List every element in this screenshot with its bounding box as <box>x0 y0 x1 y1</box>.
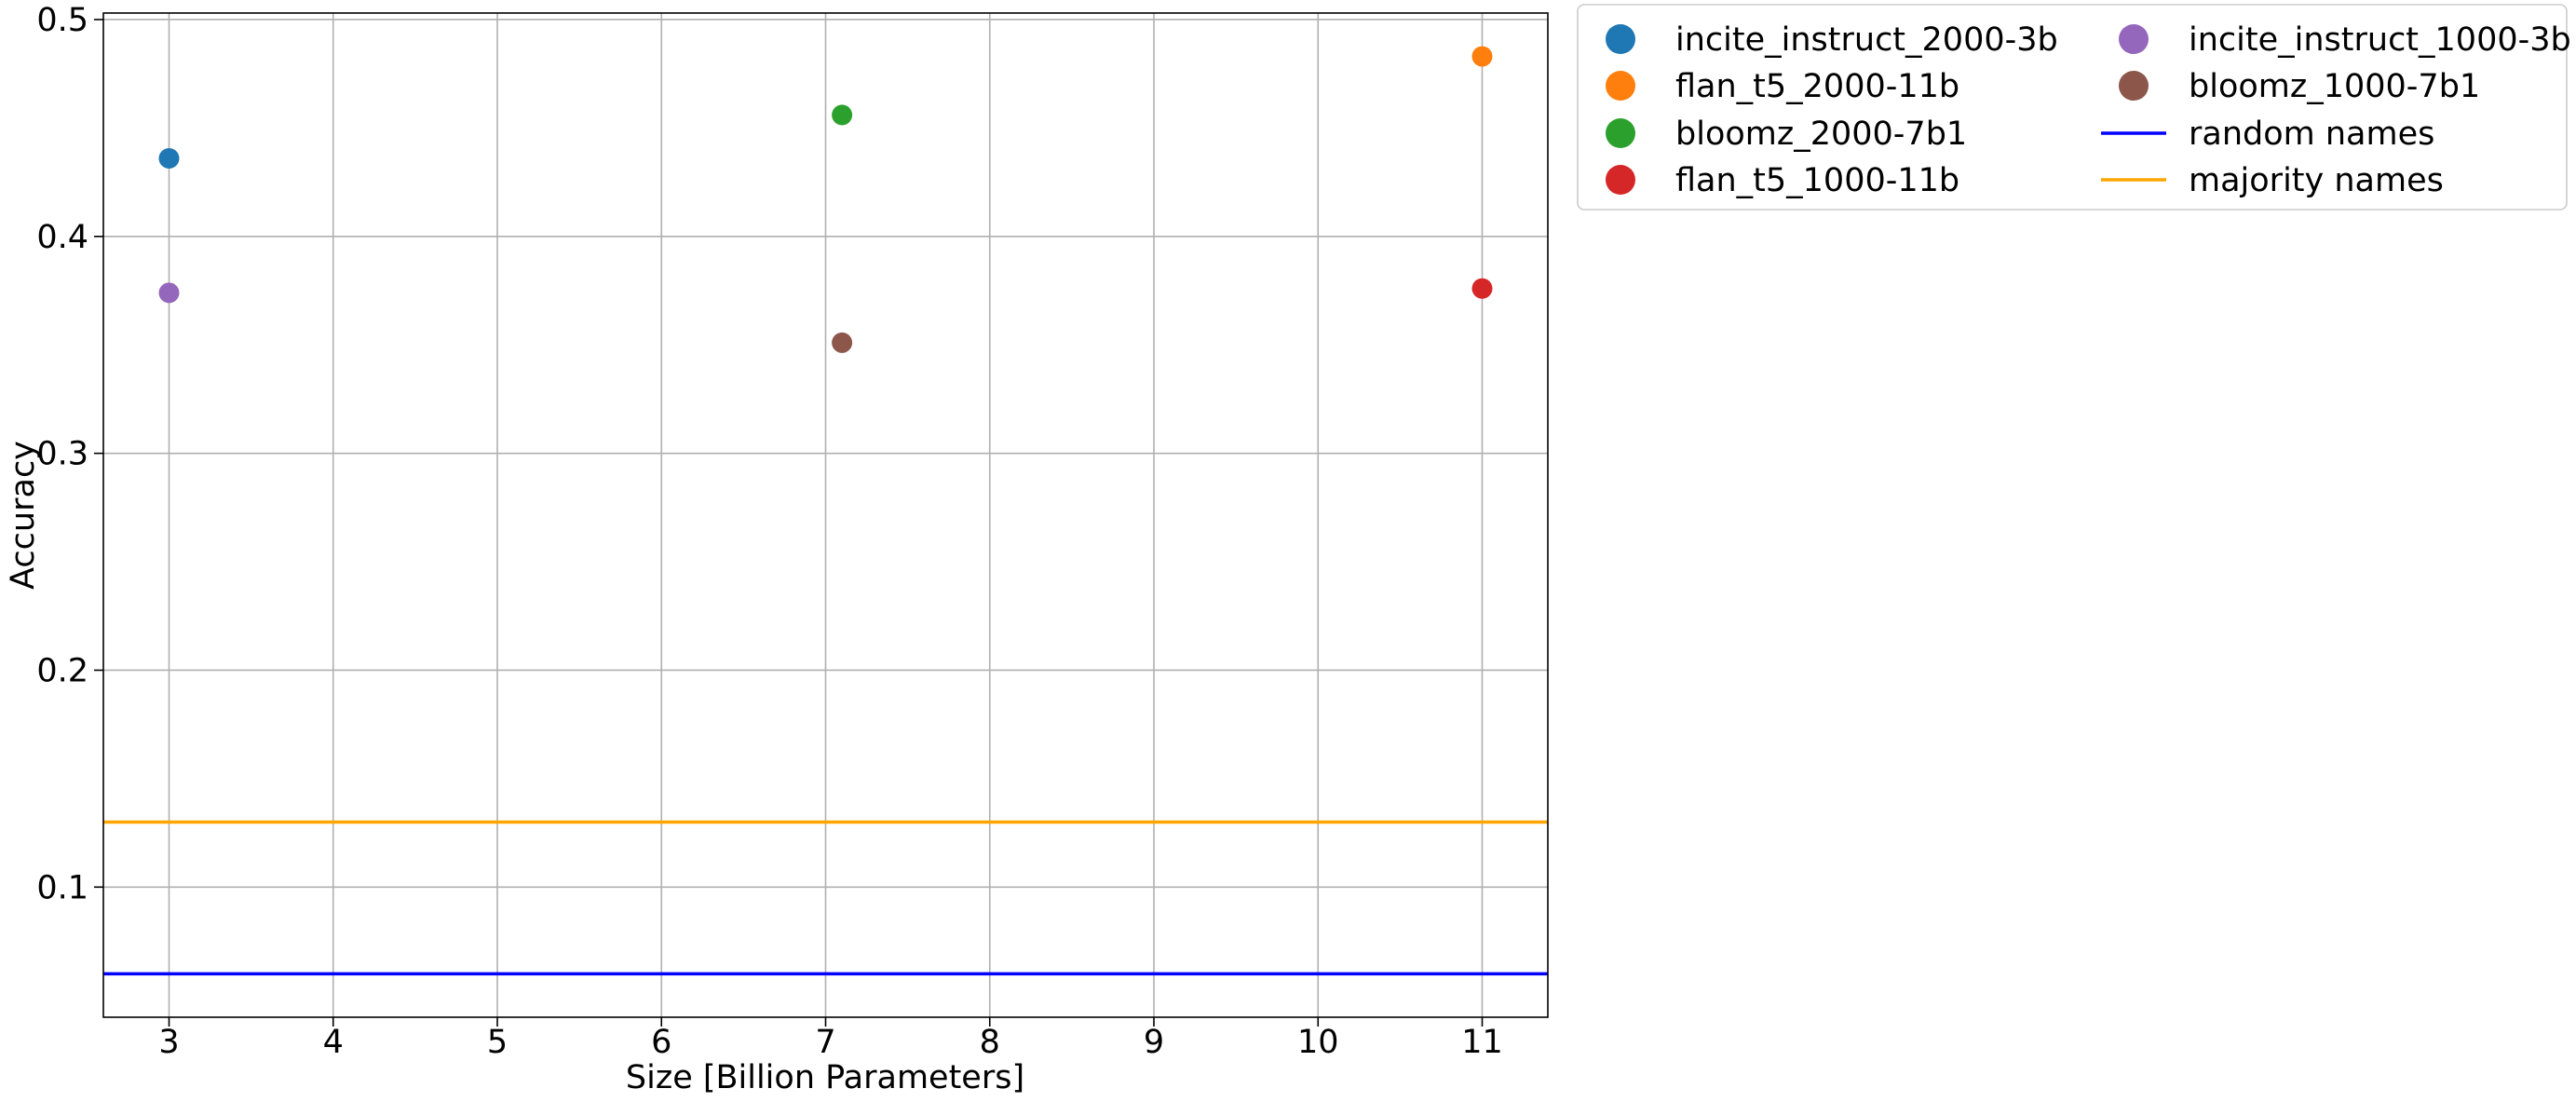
x-tick-label: 5 <box>487 1024 508 1061</box>
x-tick-label: 4 <box>323 1024 344 1061</box>
grid-lines <box>103 13 1548 1017</box>
legend-marker <box>1606 71 1635 101</box>
data-points <box>158 46 1493 353</box>
legend-frame <box>1577 4 2568 211</box>
y-tick-label: 0.4 <box>36 219 88 256</box>
x-tick-label: 10 <box>1297 1024 1339 1061</box>
x-tick-label: 3 <box>158 1024 179 1061</box>
legend-label: bloomz_2000-7b1 <box>1675 116 1967 153</box>
x-tick-label: 8 <box>980 1024 1000 1061</box>
legend-label: incite_instruct_1000-3b <box>2189 21 2571 59</box>
y-axis-ticks: 0.1 0.2 0.3 0.4 0.5 <box>36 2 103 906</box>
point-incite_instruct_1000-3b <box>158 282 180 304</box>
point-incite_instruct_2000-3b <box>158 147 180 169</box>
legend-marker <box>2119 24 2149 54</box>
legend-label: incite_instruct_2000-3b <box>1675 21 2058 59</box>
x-tick-label: 9 <box>1144 1024 1164 1061</box>
reference-lines <box>103 820 1548 976</box>
legend-items: incite_instruct_2000-3bflan_t5_2000-11bb… <box>1606 21 2571 199</box>
y-tick-label: 0.2 <box>36 652 88 689</box>
x-axis-label: Size [Billion Parameters] <box>626 1059 1024 1096</box>
legend-label: bloomz_1000-7b1 <box>2189 68 2480 105</box>
legend-label: flan_t5_1000-11b <box>1675 162 1959 199</box>
legend-label: majority names <box>2189 162 2444 199</box>
y-tick-label: 0.5 <box>36 2 88 39</box>
legend-label: flan_t5_2000-11b <box>1675 68 1959 105</box>
legend-marker <box>1606 118 1635 148</box>
legend-label: random names <box>2189 116 2434 153</box>
x-tick-label: 7 <box>815 1024 835 1061</box>
legend-marker <box>1606 24 1635 54</box>
y-axis-label: Accuracy <box>5 441 42 590</box>
point-bloomz_2000-7b1 <box>832 104 853 126</box>
x-tick-label: 6 <box>651 1024 671 1061</box>
legend-marker <box>1606 165 1635 195</box>
x-axis-ticks: 3 4 5 6 7 8 9 10 11 <box>158 1017 1503 1061</box>
point-flan_t5_2000-11b <box>1471 46 1493 67</box>
y-tick-label: 0.1 <box>36 869 88 906</box>
point-bloomz_1000-7b1 <box>832 332 853 353</box>
legend-marker <box>2119 71 2149 101</box>
legend: incite_instruct_2000-3bflan_t5_2000-11bb… <box>1577 4 2571 211</box>
point-flan_t5_1000-11b <box>1471 278 1493 299</box>
x-tick-label: 11 <box>1461 1024 1503 1061</box>
y-tick-label: 0.3 <box>36 436 88 473</box>
